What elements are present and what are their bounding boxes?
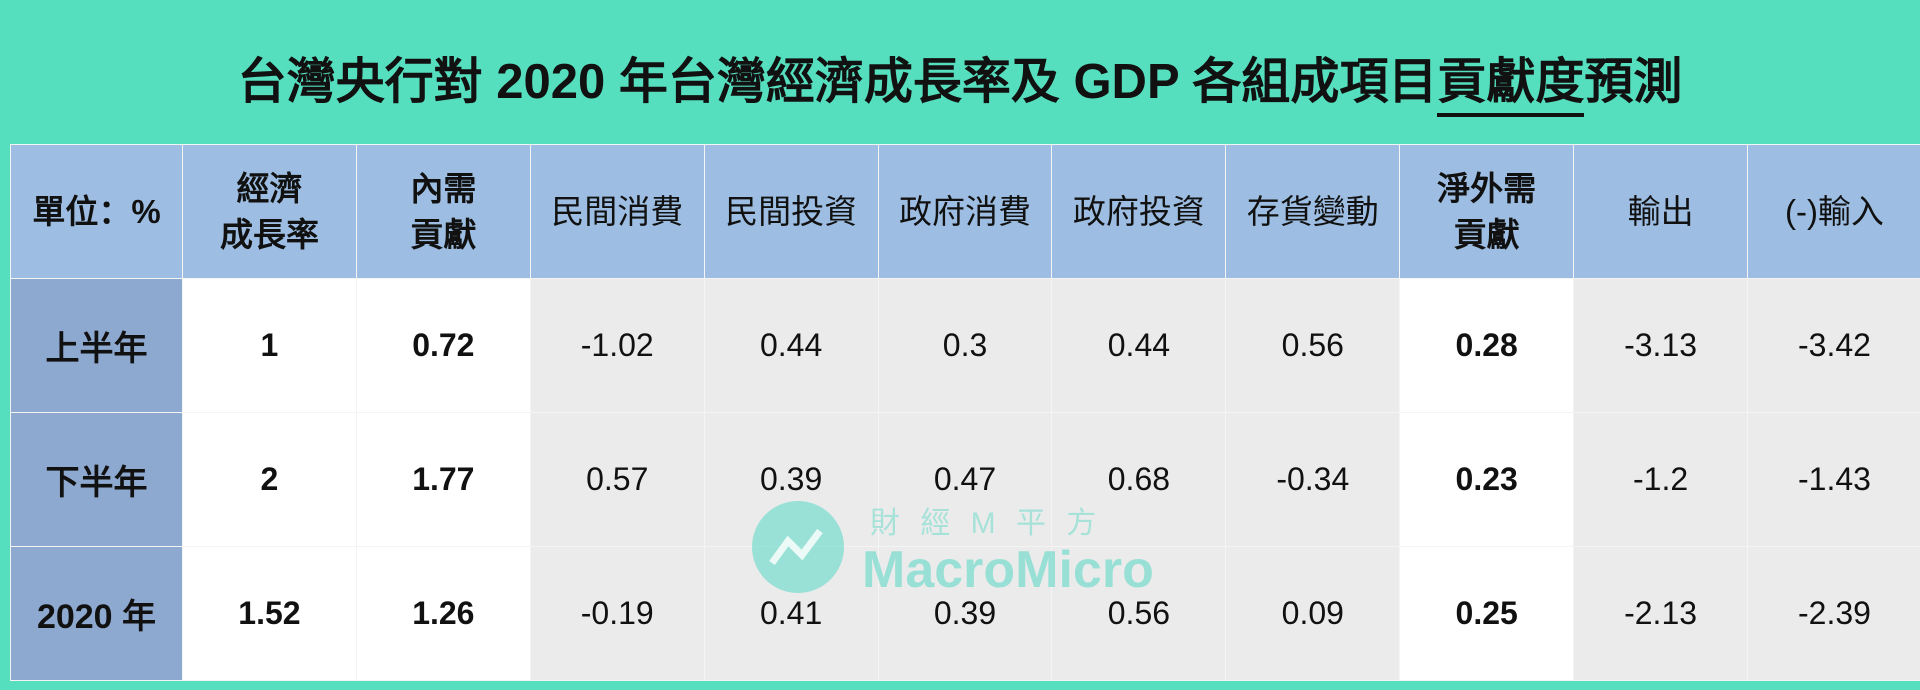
value-cell: 0.41 [703,546,879,681]
value-cell: 1.77 [355,412,531,547]
header-cell: 民間消費 [529,144,705,279]
header-text: 內需 [410,169,477,207]
header-text: 政府消費 [899,192,1031,230]
data-row: 下半年 2 1.77 0.57 0.39 0.47 0.68 -0.34 0.23 -1.2 -1.… [10,412,1920,547]
value-cell: -1.43 [1747,412,1920,547]
header-text: 成長率 [219,215,319,253]
value-cell: -0.34 [1225,412,1401,547]
value-cell: 0.44 [1051,278,1227,413]
header-cell: 民間投資 [703,144,879,279]
header-text: 經濟 [236,169,303,207]
header-cell: 經濟 成長率 [182,144,357,279]
header-cell: 內需 貢獻 [355,144,531,279]
value-cell: -1.02 [529,278,705,413]
value-cell: 1.26 [355,546,531,681]
header-text: 民間投資 [725,192,858,230]
forecast-table: 單位：% 經濟 成長率 內需 貢獻 民間消費 民間投資 政府消費 政府投資 存貨變動 淨外需 貢獻 輸出… [10,144,1920,681]
value-cell: 0.09 [1225,546,1401,681]
header-text: 淨外需 [1437,169,1537,207]
value-cell: 0.3 [877,278,1053,413]
row-header: 2020 年 [10,546,183,681]
value-cell: 0.57 [529,412,705,547]
value-cell: 1 [182,278,357,413]
header-cell: 政府投資 [1051,144,1227,279]
value-cell: 0.23 [1399,412,1575,547]
value-cell: 0.44 [703,278,879,413]
title-emphasis: 貢獻度 [1437,55,1585,117]
header-row: 單位：% 經濟 成長率 內需 貢獻 民間消費 民間投資 政府消費 政府投資 存貨變動 淨外需 貢獻 輸出… [10,144,1920,279]
value-cell: -2.39 [1747,546,1920,681]
header-text: 民間消費 [551,192,684,230]
title-text: 預測 [1584,55,1683,109]
header-text: 貢獻 [410,215,477,253]
title-text: 台灣央行對 2020 年台灣經濟成長率及 GDP 各組成項目 [237,55,1438,109]
header-cell: (-)輸入 [1747,144,1920,279]
data-row: 2020 年 1.52 1.26 -0.19 0.41 0.39 0.56 0.09 0.25-… [10,546,1920,681]
value-cell: 0.72 [355,278,531,413]
value-cell: -2.13 [1573,546,1749,681]
header-cell: 政府消費 [877,144,1053,279]
header-text: 輸出 [1627,192,1694,230]
header-text: 存貨變動 [1246,192,1379,230]
value-cell: 0.68 [1051,412,1227,547]
header-cell: 淨外需 貢獻 [1399,144,1575,279]
value-cell: 0.39 [877,546,1053,681]
value-cell: 2 [182,412,357,547]
value-cell: 0.28 [1399,278,1575,413]
header-cell: 存貨變動 [1225,144,1401,279]
header-cell: 輸出 [1573,144,1749,279]
value-cell: 0.39 [703,412,879,547]
value-cell: 1.52 [182,546,357,681]
value-cell: -3.13 [1573,278,1749,413]
row-header: 下半年 [10,412,183,547]
title: 台灣央行對 2020 年台灣經濟成長率及 GDP 各組成項目貢獻度預測 [0,42,1920,117]
header-text: 政府投資 [1072,192,1205,230]
value-cell: -0.19 [529,546,705,681]
value-cell: -3.42 [1747,278,1920,413]
value-cell: 0.25 [1399,546,1575,681]
value-cell: 0.56 [1225,278,1401,413]
value-cell: 0.47 [877,412,1053,547]
value-cell: 0.56 [1051,546,1227,681]
header-text: 貢獻 [1453,215,1520,253]
header-cell: 單位：% [10,144,183,279]
data-row: 上半年 1 0.72 -1.02 0.44 0.3 0.44 0.56 0.28 -3.13 -3.… [10,278,1920,413]
value-cell: -1.2 [1573,412,1749,547]
header-text: (-)輸入 [1784,192,1884,230]
row-header: 上半年 [10,278,183,413]
header-text: 單位：% [32,192,161,230]
